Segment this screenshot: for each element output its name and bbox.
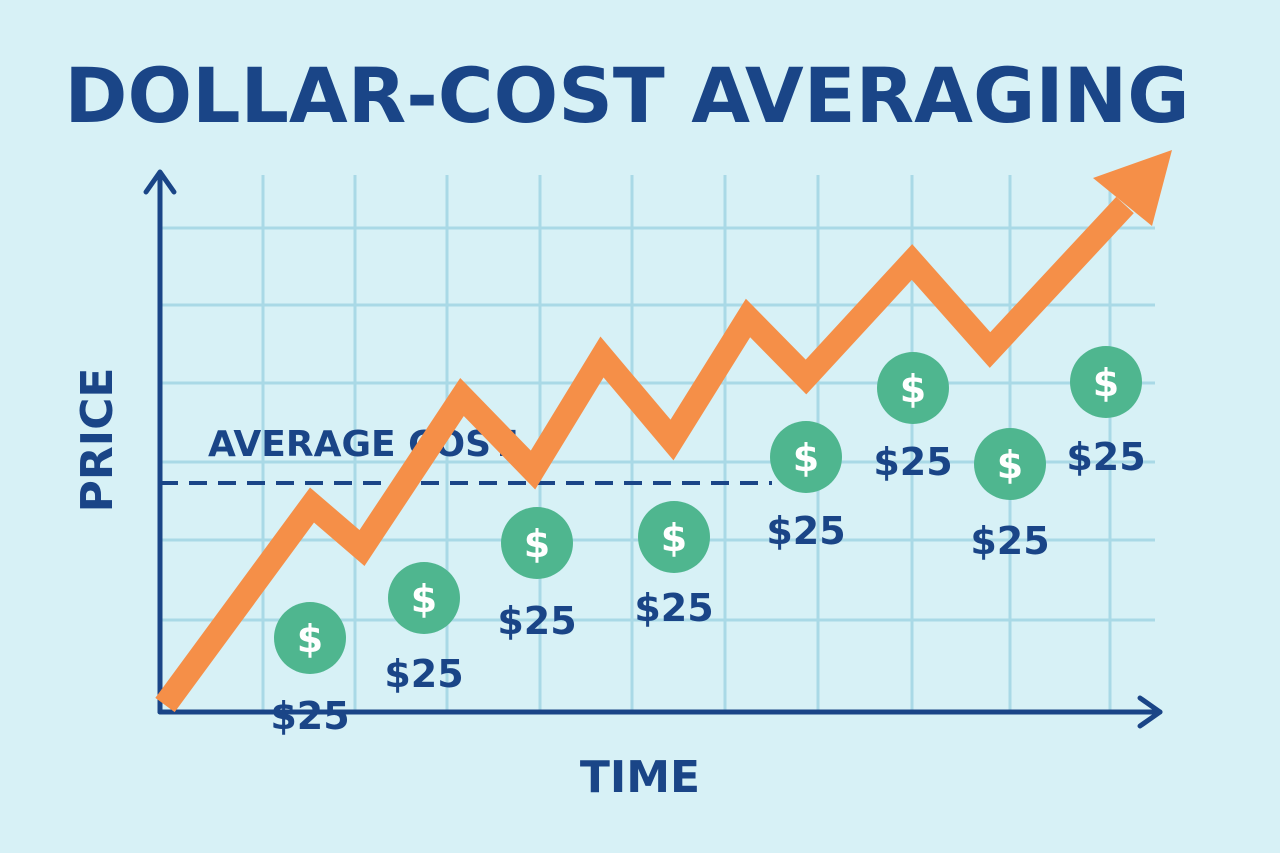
coin bbox=[770, 421, 842, 493]
coin-symbol: $ bbox=[524, 522, 550, 566]
title: DOLLAR-COST AVERAGING bbox=[64, 51, 1189, 140]
axes bbox=[143, 169, 1163, 729]
coin-symbol: $ bbox=[900, 367, 926, 411]
purchase-amount: $25 bbox=[766, 509, 845, 553]
coin bbox=[974, 428, 1046, 500]
purchase-amount: $25 bbox=[634, 586, 713, 630]
coin-symbol: $ bbox=[661, 516, 687, 560]
y-axis-label: PRICE bbox=[72, 368, 123, 513]
price-arrowhead bbox=[1093, 150, 1172, 226]
coin-symbol: $ bbox=[297, 617, 323, 661]
coin bbox=[1070, 346, 1142, 418]
purchase-amount: $25 bbox=[1066, 435, 1145, 479]
coin bbox=[388, 562, 460, 634]
coin bbox=[274, 602, 346, 674]
average-cost-label: AVERAGE COST bbox=[208, 424, 516, 465]
coin bbox=[877, 352, 949, 424]
coin-symbol: $ bbox=[793, 436, 819, 480]
x-axis-label: TIME bbox=[580, 752, 700, 803]
coin-symbol: $ bbox=[997, 443, 1023, 487]
coin-symbol: $ bbox=[411, 577, 437, 621]
purchases: $ $25 $ $25 $ $25 $ $25 $ $25 $ $25 $ $25 $ $25 bbox=[270, 346, 1146, 738]
coin-symbol: $ bbox=[1093, 361, 1119, 405]
purchase-amount: $25 bbox=[270, 694, 349, 738]
purchase-amount: $25 bbox=[497, 599, 576, 643]
price-line bbox=[155, 196, 1134, 713]
purchase-amount: $25 bbox=[873, 440, 952, 484]
purchase-amount: $25 bbox=[384, 652, 463, 696]
coin bbox=[638, 501, 710, 573]
coin bbox=[501, 507, 573, 579]
purchase-amount: $25 bbox=[970, 519, 1049, 563]
